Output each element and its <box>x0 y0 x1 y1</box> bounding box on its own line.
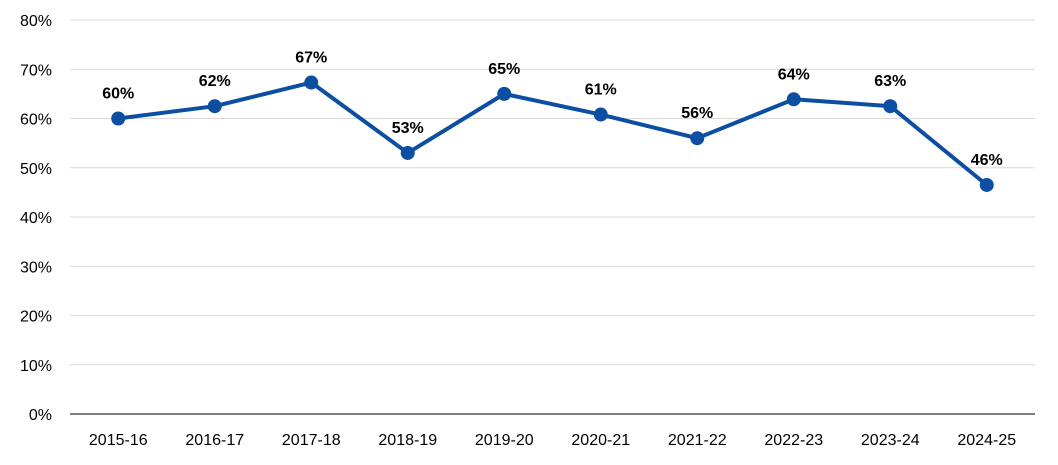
axes: 0% 10% 20% 30% 40% 50% 60% 70% 80% 2015-16 2016-17… <box>20 13 1035 449</box>
data-point <box>690 131 705 146</box>
y-tick-label: 10% <box>20 358 52 375</box>
y-tick-label: 0% <box>29 407 52 424</box>
y-tick-label: 60% <box>20 112 52 129</box>
y-tick-label: 30% <box>20 259 52 276</box>
data-label: 63% <box>874 73 906 90</box>
data-point <box>111 111 126 126</box>
grid-lines <box>70 19 1035 366</box>
data-point <box>400 145 415 160</box>
y-tick-label: 20% <box>20 309 52 326</box>
x-tick-label: 2022-23 <box>764 432 823 449</box>
data-label: 46% <box>971 152 1003 169</box>
data-point <box>786 92 801 107</box>
x-tick-label: 2020-21 <box>571 432 630 449</box>
data-label: 62% <box>199 73 231 90</box>
data-point <box>207 99 222 114</box>
y-tick-label: 70% <box>20 62 52 79</box>
data-point <box>979 177 994 192</box>
x-tick-label: 2019-20 <box>475 432 534 449</box>
data-label: 67% <box>295 50 327 67</box>
x-tick-label: 2024-25 <box>957 432 1016 449</box>
y-tick-label: 40% <box>20 210 52 227</box>
data-label: 60% <box>102 86 134 103</box>
x-tick-label: 2015-16 <box>89 432 148 449</box>
data-point <box>593 107 608 122</box>
data-markers <box>111 75 994 192</box>
data-point <box>497 86 512 101</box>
x-tick-label: 2023-24 <box>861 432 920 449</box>
data-label: 64% <box>778 66 810 83</box>
data-label: 61% <box>585 82 617 99</box>
data-labels: 60% 62% 67% 53% 65% 61% 56% 64% 63% 46% <box>102 50 1003 169</box>
x-tick-label: 2021-22 <box>668 432 727 449</box>
x-tick-label: 2017-18 <box>282 432 341 449</box>
series-line <box>116 80 989 187</box>
series-line-layer <box>116 80 989 187</box>
y-tick-label: 50% <box>20 161 52 178</box>
x-tick-label: 2018-19 <box>378 432 437 449</box>
data-label: 56% <box>681 105 713 122</box>
data-point <box>304 75 319 90</box>
data-label: 53% <box>392 120 424 137</box>
data-point <box>883 99 898 114</box>
y-tick-label: 80% <box>20 13 52 30</box>
x-tick-label: 2016-17 <box>185 432 244 449</box>
data-label: 65% <box>488 61 520 78</box>
